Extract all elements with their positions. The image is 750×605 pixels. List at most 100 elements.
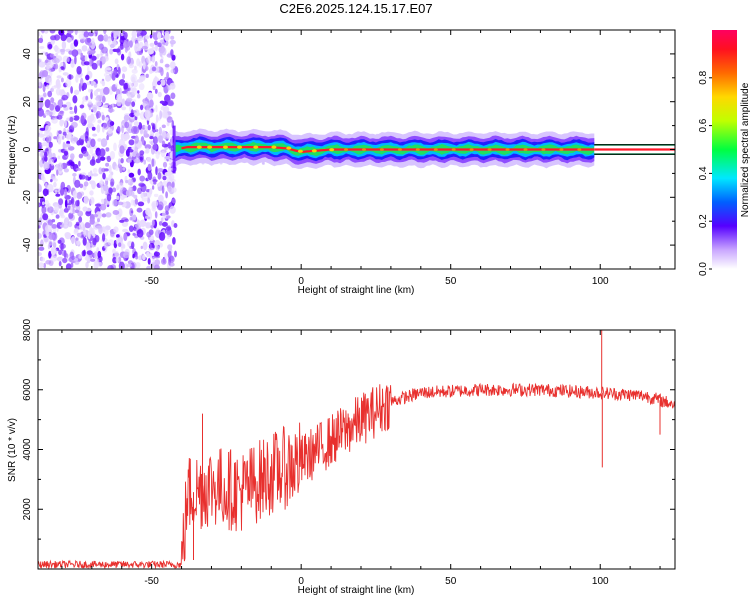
noise-blob xyxy=(78,74,83,79)
noise-blob xyxy=(170,92,176,100)
noise-blob xyxy=(140,192,144,199)
noise-blob xyxy=(135,43,141,48)
colorbar-tick-label: 0.0 xyxy=(698,262,709,276)
noise-blob xyxy=(58,261,62,267)
noise-blob xyxy=(135,262,141,269)
noise-blob xyxy=(137,168,141,176)
noise-blob xyxy=(78,33,85,40)
noise-blob xyxy=(115,257,119,263)
noise-blob xyxy=(85,175,89,181)
colorbar-tick-label: 0.8 xyxy=(698,70,709,84)
noise-blob xyxy=(144,144,152,150)
noise-blob xyxy=(81,250,86,257)
noise-blob xyxy=(92,237,97,246)
noise-blob xyxy=(139,74,146,82)
noise-blob xyxy=(128,63,134,69)
noise-blob xyxy=(129,207,134,217)
noise-blob xyxy=(123,40,129,49)
noise-blob xyxy=(116,234,120,238)
noise-blob xyxy=(71,203,76,208)
noise-blob xyxy=(164,205,170,212)
noise-blob xyxy=(157,168,164,173)
noise-blob xyxy=(146,103,150,112)
noise-blob xyxy=(68,129,73,133)
noise-blob xyxy=(102,104,108,108)
spectrogram-content xyxy=(38,30,675,269)
noise-blob xyxy=(103,73,108,77)
noise-blob xyxy=(134,115,138,121)
noise-blob xyxy=(78,153,84,159)
noise-blob xyxy=(129,40,133,48)
noise-blob xyxy=(45,230,50,237)
noise-blob xyxy=(48,77,53,86)
noise-blob xyxy=(70,236,76,244)
noise-blob xyxy=(95,110,101,119)
noise-blob xyxy=(140,30,147,36)
noise-blob xyxy=(50,97,55,103)
y-tick-label: 8000 xyxy=(22,318,33,341)
y-tick-label: 6000 xyxy=(22,378,33,401)
noise-blob xyxy=(45,148,49,152)
noise-blob xyxy=(116,125,121,135)
noise-blob xyxy=(141,197,148,202)
noise-blob xyxy=(57,99,64,109)
signal-hotspot xyxy=(207,145,213,149)
noise-blob xyxy=(145,35,150,40)
noise-blob xyxy=(93,90,98,97)
noise-blob xyxy=(161,130,167,139)
noise-blob xyxy=(145,207,151,216)
noise-blob xyxy=(102,122,110,130)
noise-blob xyxy=(151,219,155,226)
noise-blob xyxy=(91,37,95,45)
noise-blob xyxy=(174,250,177,258)
noise-blob xyxy=(112,187,117,193)
x-tick-label: 0 xyxy=(298,276,304,287)
noise-blob xyxy=(41,142,49,147)
noise-blob xyxy=(137,35,143,42)
noise-blob xyxy=(43,162,50,170)
noise-blob xyxy=(131,87,138,96)
y-tick-label: 4000 xyxy=(22,438,33,461)
noise-blob xyxy=(38,31,41,37)
noise-blob xyxy=(60,214,66,219)
noise-blob xyxy=(95,100,102,107)
noise-blob xyxy=(113,30,119,38)
noise-blob xyxy=(123,251,130,259)
noise-blob xyxy=(38,262,44,268)
noise-blob xyxy=(120,133,124,141)
noise-blob xyxy=(127,158,132,163)
noise-blob xyxy=(147,124,151,131)
noise-blob xyxy=(38,61,46,68)
noise-blob xyxy=(88,88,92,93)
noise-blob xyxy=(74,260,80,265)
noise-blob xyxy=(131,76,136,83)
signal-hotspot xyxy=(329,148,335,152)
noise-blob xyxy=(162,175,167,181)
noise-blob xyxy=(134,158,141,164)
noise-blob xyxy=(52,242,57,249)
noise-blob xyxy=(97,138,102,142)
signal-hotspot xyxy=(577,148,582,151)
noise-blob xyxy=(87,50,93,56)
noise-blob xyxy=(87,42,93,46)
noise-blob xyxy=(143,159,146,165)
noise-blob xyxy=(106,135,109,141)
noise-blob xyxy=(62,257,68,264)
noise-blob xyxy=(60,187,65,196)
noise-blob xyxy=(40,239,44,248)
noise-blob xyxy=(140,245,143,250)
noise-blob xyxy=(89,190,94,196)
noise-blob xyxy=(120,36,126,40)
noise-blob xyxy=(161,140,166,147)
noise-blob xyxy=(152,256,155,263)
noise-blob xyxy=(73,258,79,262)
noise-blob xyxy=(55,52,58,57)
noise-blob xyxy=(155,114,159,123)
noise-blob xyxy=(38,232,42,239)
noise-blob xyxy=(107,265,114,269)
noise-blob xyxy=(99,148,106,157)
noise-blob xyxy=(128,149,134,153)
noise-blob xyxy=(50,158,54,166)
noise-blob xyxy=(160,217,164,222)
noise-blob xyxy=(52,176,57,181)
